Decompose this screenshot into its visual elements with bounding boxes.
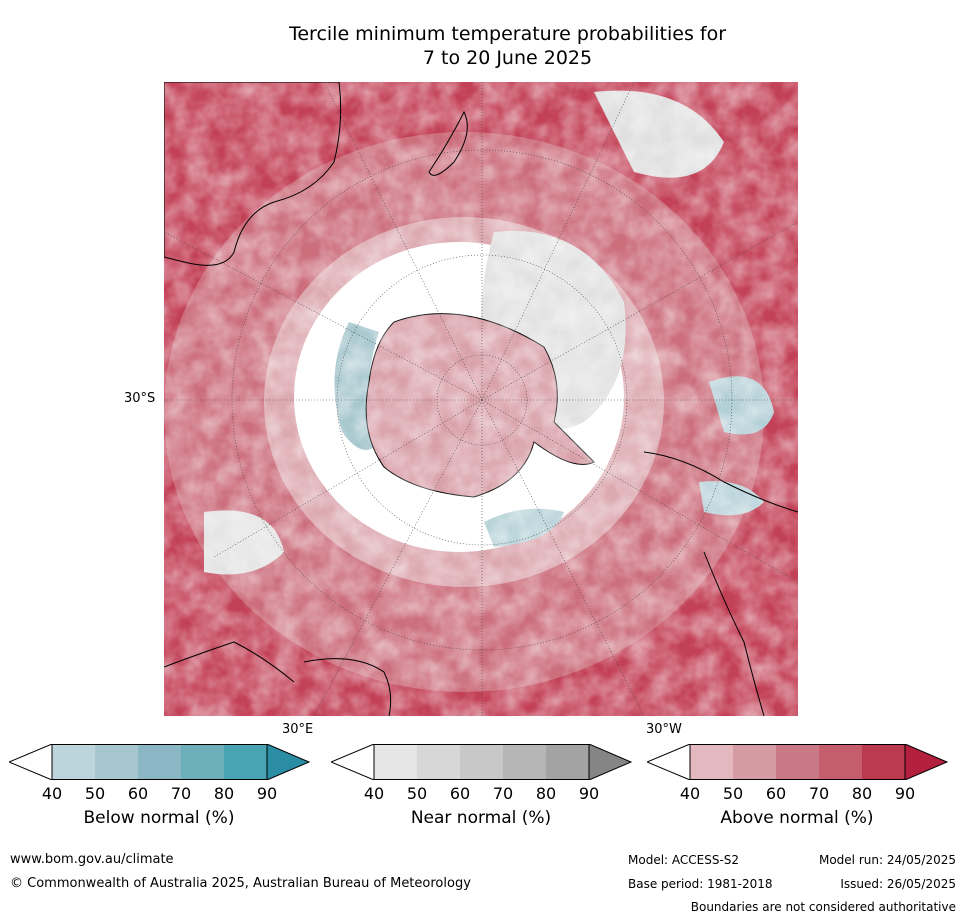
latitude-label: 30°S (124, 391, 156, 406)
tick-label: 70 (170, 784, 192, 803)
colorbar-below-normal (9, 744, 311, 780)
tick-label: 60 (765, 784, 787, 803)
map-texture (164, 82, 798, 716)
tick-label: 70 (808, 784, 830, 803)
tick-label: 50 (406, 784, 428, 803)
new-zealand-outline (428, 110, 468, 176)
tick-label: 40 (679, 784, 701, 803)
map-title: Tercile minimum temperature probabilitie… (0, 22, 965, 70)
colorbar-above-normal (647, 744, 949, 780)
tick-label: 50 (722, 784, 744, 803)
colorbar-above-label: Above normal (%) (720, 808, 874, 828)
colorbar-near-normal (331, 744, 633, 780)
longitude-label-west: 30°W (646, 722, 682, 737)
colorbar-above-segment (690, 744, 733, 780)
tick-label: 80 (535, 784, 557, 803)
colorbar-below-segment (95, 744, 138, 780)
tick-label: 80 (851, 784, 873, 803)
tick-label: 40 (363, 784, 385, 803)
colorbar-below-segment (138, 744, 181, 780)
australia-outline (164, 82, 342, 266)
title-line-2: 7 to 20 June 2025 (422, 47, 593, 69)
tick-label: 70 (492, 784, 514, 803)
colorbar-near-segment (546, 744, 589, 780)
model-run-text: Model run: 24/05/2025 (818, 853, 956, 867)
colorbar-below-segment (52, 744, 95, 780)
model-text: Model: ACCESS-S2 (628, 853, 740, 867)
colorbar-near-segment (374, 744, 417, 780)
colorbar-below-segment (224, 744, 267, 780)
tick-label: 90 (578, 784, 600, 803)
africa-outline (164, 641, 392, 716)
graticule (164, 82, 798, 716)
disclaimer-text: Boundaries are not considered authoritat… (690, 900, 956, 914)
longitude-label-east: 30°E (282, 722, 314, 737)
tick-label: 60 (127, 784, 149, 803)
copyright-text: © Commonwealth of Australia 2025, Austra… (10, 876, 471, 891)
colorbar-below-label: Below normal (%) (83, 808, 235, 828)
colorbar-above-segment (819, 744, 862, 780)
tick-label: 80 (213, 784, 235, 803)
colorbar-near-segment (417, 744, 460, 780)
south-america-outline (643, 451, 798, 716)
title-line-1: Tercile minimum temperature probabilitie… (288, 23, 727, 45)
website-link[interactable]: www.bom.gov.au/climate (10, 852, 174, 867)
colorbar-above-segment (862, 744, 905, 780)
colorbar-above-segment (733, 744, 776, 780)
tick-label: 60 (449, 784, 471, 803)
colorbar-near-segment (460, 744, 503, 780)
base-period-text: Base period: 1981-2018 (628, 877, 773, 891)
colorbar-below-segment (181, 744, 224, 780)
issued-text: Issued: 26/05/2025 (840, 877, 956, 891)
tick-label: 50 (84, 784, 106, 803)
colorbar-near-label: Near normal (%) (410, 808, 552, 828)
colorbar-near-segment (503, 744, 546, 780)
colorbar-above-segment (776, 744, 819, 780)
probability-map[interactable] (164, 82, 798, 716)
tick-label: 40 (41, 784, 63, 803)
tick-label: 90 (256, 784, 278, 803)
tick-label: 90 (894, 784, 916, 803)
